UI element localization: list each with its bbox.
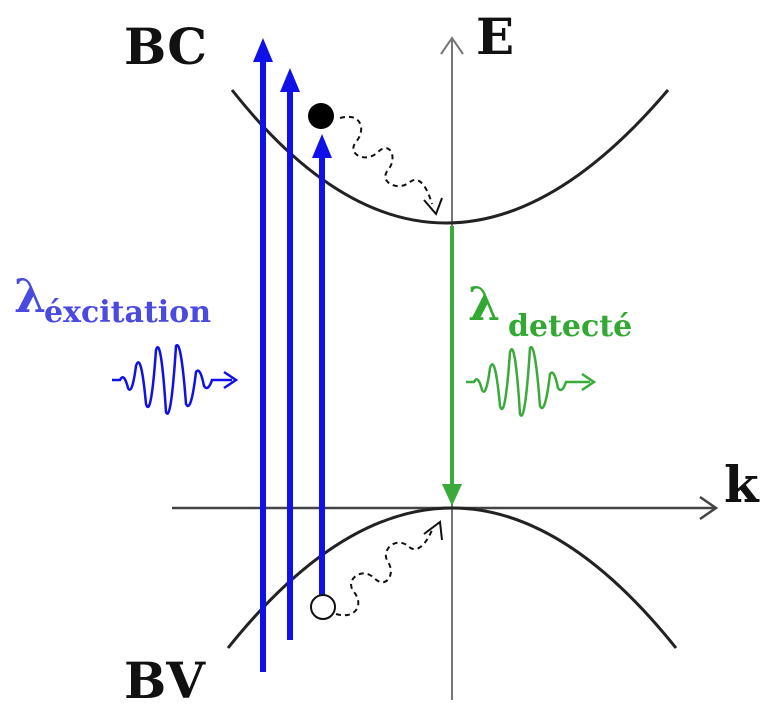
detected-lambda: λ xyxy=(468,277,500,331)
momentum-axis-arrowhead xyxy=(699,495,719,521)
excitation-arrowhead-3 xyxy=(312,134,332,158)
excitation-arrows xyxy=(253,38,332,672)
emission-photon-icon xyxy=(466,345,597,417)
excitation-subscript: éxcitation xyxy=(44,295,211,330)
electron-icon xyxy=(308,103,334,129)
electron-relaxation-path xyxy=(339,115,433,205)
excitation-photon-icon xyxy=(112,343,239,415)
excitation-arrowhead-1 xyxy=(253,38,273,62)
hole-relaxation-arrowhead xyxy=(423,520,443,541)
electron-relaxation-arrowhead xyxy=(423,197,443,216)
conduction-band-label: BC xyxy=(124,17,207,76)
excitation-arrowhead-2 xyxy=(280,68,300,92)
hole-relaxation-path xyxy=(335,529,433,617)
emission-arrowhead xyxy=(442,484,462,506)
detected-subscript: detecté xyxy=(508,309,632,344)
valence-band-label: BV xyxy=(124,651,206,704)
conduction-band-curve xyxy=(230,89,670,225)
energy-axis-arrowhead xyxy=(440,36,464,55)
energy-axis-label: E xyxy=(476,7,514,66)
hole-icon xyxy=(310,594,336,620)
momentum-axis-label: k xyxy=(724,455,760,514)
excitation-lambda: λ xyxy=(14,269,46,323)
